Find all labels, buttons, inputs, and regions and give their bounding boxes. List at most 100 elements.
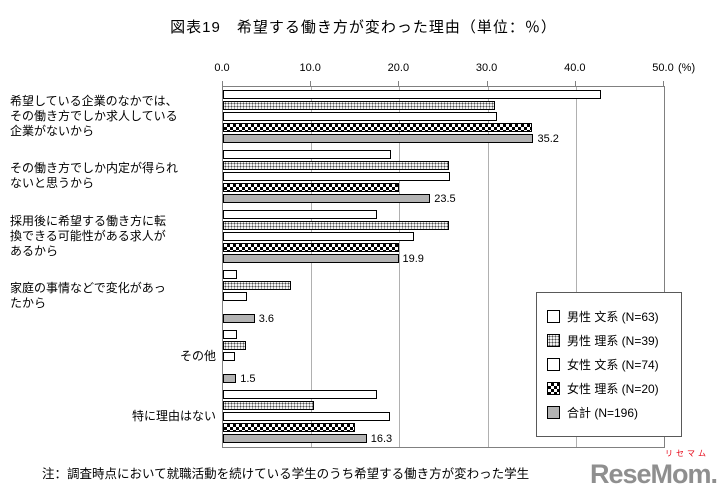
bar: [223, 434, 367, 443]
bar: [223, 183, 400, 192]
bar: [223, 101, 495, 110]
bar-row: [223, 221, 664, 230]
bar-row: [223, 390, 664, 399]
bar-row: [223, 112, 664, 121]
bar: [223, 112, 498, 121]
bar-row: [223, 90, 664, 99]
bar-row: [223, 243, 664, 252]
bar-value-label: 16.3: [370, 432, 393, 445]
resemom-logo: ReseMom.: [589, 459, 718, 489]
bar-row: [223, 183, 664, 192]
resemom-watermark: リセマム ReseMom.: [581, 449, 719, 489]
bar: [223, 134, 534, 143]
bar-group: 23.5: [223, 147, 664, 207]
x-tick-label: 30.0: [475, 62, 498, 74]
category-label-text: その働き方でしか内定が得られ ないと思うから: [10, 161, 179, 190]
category-label: 特に理由はない: [10, 386, 216, 446]
bar: [223, 390, 378, 399]
bar-row: [223, 292, 664, 301]
x-tick-mark: [310, 81, 312, 86]
bar-row: [223, 270, 664, 279]
bar: [223, 270, 238, 279]
legend-label: 女性 文系 (N=74): [567, 358, 659, 372]
category-label: 採用後に希望する働き方に転 換できる可能性がある求人が あるから: [10, 206, 216, 266]
bar-row: [223, 401, 664, 410]
bar-row: [223, 281, 664, 290]
x-tick-mark: [222, 81, 223, 86]
bar-row: [223, 172, 664, 181]
legend-swatch: [547, 358, 560, 371]
legend-item: 女性 理系 (N=20): [547, 380, 671, 397]
x-tick-mark: [663, 81, 664, 86]
x-tick-label: 50.0: [652, 62, 674, 74]
bar-group: 16.3: [223, 387, 664, 447]
plot-area: 35.2 23.5 19.9 3.6 1.5 16.3: [222, 86, 665, 448]
bar-row: [223, 123, 664, 132]
bar: [223, 90, 602, 99]
bar-row: [223, 412, 664, 421]
percent-unit-label: (%): [678, 62, 696, 74]
bar: [223, 123, 532, 132]
bar-group: 19.9: [223, 207, 664, 267]
bar: [223, 194, 431, 203]
category-label-text: 希望している企業のなかでは、 その働き方でしか求人している 企業がないから: [10, 93, 178, 138]
legend-swatch: [547, 310, 560, 323]
bar-row: [223, 352, 664, 361]
legend: 男性 文系 (N=63) 男性 理系 (N=39) 女性 文系 (N=74) 女性 理…: [536, 292, 682, 437]
legend-swatch: [547, 382, 560, 395]
bar: [223, 314, 255, 323]
bar: [223, 243, 400, 252]
bar: [223, 401, 314, 410]
bar-group: 1.5: [223, 327, 664, 387]
bar: [223, 232, 414, 241]
category-label: 家庭の事情などで変化があっ たから: [10, 266, 216, 326]
x-tick-mark: [398, 81, 400, 86]
category-label: 希望している企業のなかでは、 その働き方でしか求人している 企業がないから: [10, 86, 216, 146]
bar-row: [223, 161, 664, 170]
bar-row: [223, 232, 664, 241]
bar: [223, 374, 237, 383]
x-axis: 0.0 10.0 20.0 30.0 40.0 50.0 (%): [214, 62, 696, 86]
bar-group: 3.6: [223, 267, 664, 327]
bar-row: 16.3: [223, 432, 664, 445]
category-label: その他: [10, 326, 216, 386]
bar-row: 23.5: [223, 192, 664, 205]
bar-row: [223, 330, 664, 339]
bar: [223, 292, 247, 301]
legend-label: 女性 理系 (N=20): [567, 382, 659, 396]
bar: [223, 172, 450, 181]
bar-value-label: 35.2: [537, 132, 559, 145]
x-tick-mark: [574, 81, 576, 86]
bar-row: [223, 423, 664, 432]
bar-value-label: 23.5: [434, 192, 456, 205]
x-tick-label: 20.0: [387, 62, 410, 74]
chart-title: 図表19 希望する働き方が変わった理由（単位：％）: [170, 19, 557, 36]
bar: [223, 423, 356, 432]
bar-row: [223, 210, 664, 219]
bar: [223, 281, 291, 290]
legend-swatch: [547, 334, 560, 347]
x-tick-label: 10.0: [299, 62, 321, 74]
legend-label: 男性 文系 (N=63): [567, 310, 659, 324]
footnote: 注：調査時点において就職活動を続けている学生のうち希望する働き方が変わった学生: [42, 467, 530, 481]
bar: [223, 412, 390, 421]
bar-row: 1.5: [223, 373, 664, 385]
bar: [223, 210, 378, 219]
bar: [223, 150, 391, 159]
category-label-text: 採用後に希望する働き方に転 換できる可能性がある求人が あるから: [10, 213, 167, 258]
bar-row: 19.9: [223, 253, 664, 265]
legend-label: 男性 理系 (N=39): [567, 334, 659, 348]
bar: [223, 254, 399, 263]
legend-swatch: [547, 406, 560, 419]
gridline: [399, 87, 401, 447]
category-label-text: 家庭の事情などで変化があっ たから: [10, 281, 166, 310]
gridline: [487, 87, 489, 447]
category-label: その働き方でしか内定が得られ ないと思うから: [10, 146, 216, 206]
legend-item: 合計 (N=196): [547, 404, 671, 421]
bar: [223, 221, 449, 230]
bar-row: [223, 150, 664, 159]
bar-row: 35.2: [223, 132, 664, 145]
legend-item: 男性 理系 (N=39): [547, 332, 671, 349]
legend-item: 女性 文系 (N=74): [547, 356, 671, 373]
